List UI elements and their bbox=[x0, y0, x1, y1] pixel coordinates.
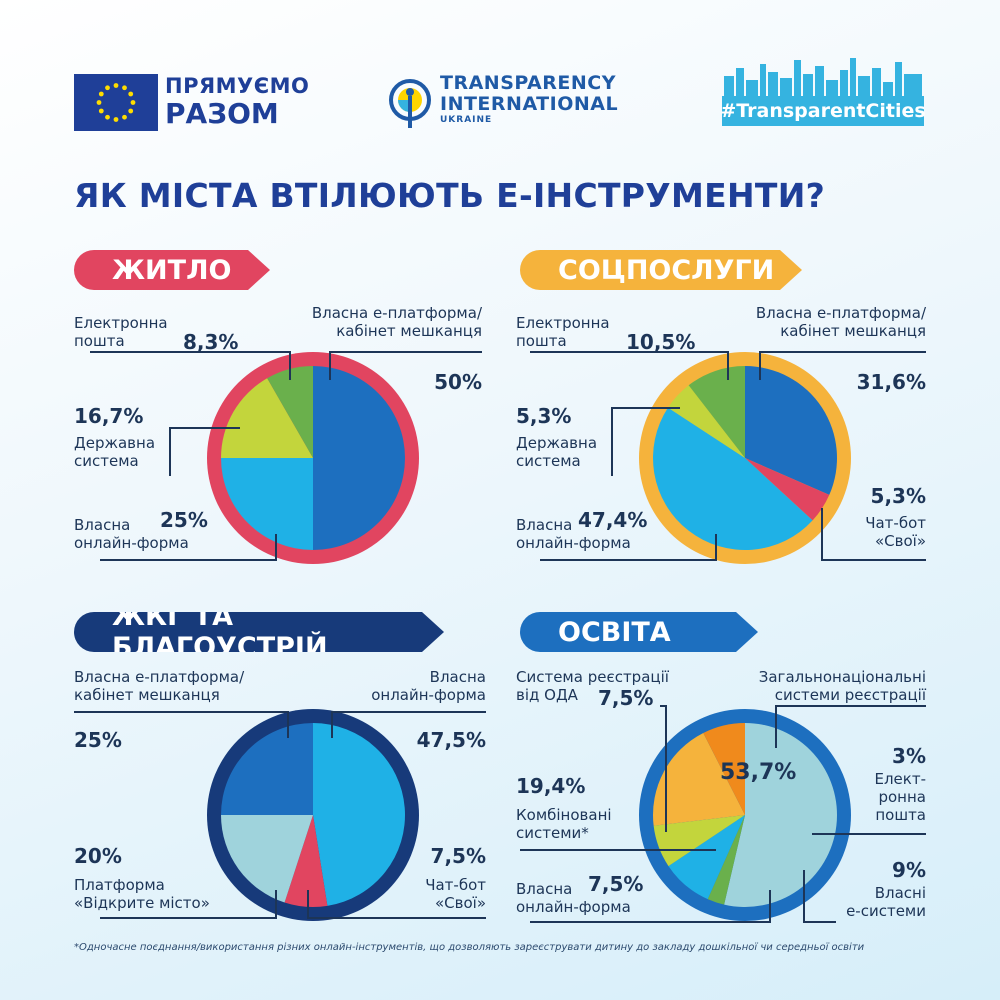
social-label-email: Електронна пошта bbox=[516, 314, 610, 350]
social-value-email: 10,5% bbox=[626, 330, 696, 354]
eu-star bbox=[113, 83, 119, 88]
utility-label-bot: Чат-бот «Свої» bbox=[425, 876, 486, 912]
social-label-bot: Чат-бот «Свої» bbox=[865, 514, 926, 550]
pie-slice-1-0 bbox=[745, 366, 837, 495]
pie-ring-0 bbox=[207, 352, 419, 564]
edu-label-oda: Система реєстрації від ОДА bbox=[516, 668, 669, 704]
housing-label-email: Електронна пошта bbox=[74, 314, 168, 350]
leader-line-6 bbox=[611, 407, 680, 476]
footnote: *Одночасне поєднання/використання різних… bbox=[74, 942, 865, 953]
eu-star bbox=[122, 85, 127, 91]
eu-star bbox=[96, 100, 102, 105]
leader-line-13 bbox=[660, 705, 667, 832]
edu-value-email: 3% bbox=[892, 744, 926, 768]
eu-star bbox=[130, 100, 136, 105]
ti-logo-line3: UKRAINE bbox=[440, 115, 493, 125]
leader-line-4 bbox=[530, 351, 729, 380]
pie-slice-2-1 bbox=[284, 815, 328, 907]
edu-label-esys: Власні е-системи bbox=[846, 884, 926, 920]
skyline-icon bbox=[722, 58, 924, 126]
pie-slice-1-2 bbox=[653, 407, 813, 550]
pie-slice-3-1 bbox=[707, 815, 745, 905]
housing-label-platform: Власна е-платформа/кабінет мешканця bbox=[311, 304, 482, 340]
housing-label-form: Власна онлайн-форма bbox=[74, 516, 189, 552]
eu-flag-logo bbox=[74, 74, 158, 131]
pie-slice-2-2 bbox=[221, 815, 313, 903]
pie-slice-0-3 bbox=[267, 366, 313, 458]
ti-logo-line2: INTERNATIONAL bbox=[440, 93, 619, 115]
utility-value-open: 20% bbox=[74, 844, 122, 868]
edu-label-form: Власна онлайн-форма bbox=[516, 880, 631, 916]
housing-value-state: 16,7% bbox=[74, 404, 144, 428]
pie-slice-1-1 bbox=[745, 458, 830, 521]
social-value-form: 47,4% bbox=[578, 508, 648, 532]
edu-value-combined: 19,4% bbox=[516, 774, 586, 798]
transparent-cities-label: #TransparentCities bbox=[720, 96, 926, 126]
eu-stars-icon bbox=[96, 83, 136, 122]
social-value-platform: 31,6% bbox=[856, 370, 926, 394]
housing-value-platform: 50% bbox=[434, 370, 482, 394]
eu-star bbox=[128, 91, 134, 97]
edu-label-combined: Комбіновані системи* bbox=[516, 806, 612, 842]
edu-value-national: 53,7% bbox=[720, 760, 797, 785]
social-label-state: Державна система bbox=[516, 434, 598, 470]
edu-value-form: 7,5% bbox=[588, 872, 644, 896]
eu-star bbox=[98, 91, 104, 97]
pie-slice-3-3 bbox=[653, 815, 745, 867]
eu-star bbox=[128, 108, 134, 114]
utility-label-platform: Власна е-платформа/кабінет мешканця bbox=[74, 668, 245, 704]
pie-slice-3-2 bbox=[668, 815, 745, 900]
edu-label-national: Загальнонаціональні системи реєстрації bbox=[758, 668, 926, 704]
leader-line-0 bbox=[90, 351, 291, 380]
pie-slice-2-3 bbox=[221, 723, 313, 815]
eu-star bbox=[105, 85, 110, 91]
housing-value-email: 8,3% bbox=[183, 330, 239, 354]
housing-label-state: Державна система bbox=[74, 434, 156, 470]
section-banner-social: СОЦПОСЛУГИ bbox=[520, 250, 802, 290]
pie-slice-1-4 bbox=[688, 366, 745, 458]
social-label-form: Власна онлайн-форма bbox=[516, 516, 631, 552]
pie-slice-3-0 bbox=[724, 723, 838, 907]
social-value-bot: 5,3% bbox=[870, 484, 926, 508]
leader-line-14 bbox=[775, 705, 926, 748]
utility-value-bot: 7,5% bbox=[430, 844, 486, 868]
utility-label-form: Власна онлайн-форма bbox=[371, 668, 486, 704]
edu-label-email: Елект-ронна пошта bbox=[874, 770, 926, 824]
ti-logo-text: TRANSPARENCY INTERNATIONAL UKRAINE bbox=[440, 74, 618, 125]
edu-value-oda: 7,5% bbox=[598, 686, 654, 710]
social-label-platform: Власна е-платформа/кабінет мешканця bbox=[755, 304, 926, 340]
pie-ring-1 bbox=[639, 352, 851, 564]
pie-ring-3 bbox=[639, 709, 851, 921]
section-banner-housing: ЖИТЛО bbox=[74, 250, 270, 290]
eu-logo-text: ПРЯМУЄМО РАЗОМ bbox=[165, 76, 309, 128]
eu-star bbox=[113, 117, 119, 122]
eu-star bbox=[98, 108, 104, 114]
eu-logo-line2: РАЗОМ bbox=[165, 97, 279, 130]
pie-slice-0-0 bbox=[313, 366, 405, 550]
ti-logo-icon bbox=[388, 72, 432, 132]
section-banner-utility: ЖКГ ТА БЛАГОУСТРІЙ bbox=[74, 612, 444, 652]
edu-value-esys: 9% bbox=[892, 858, 926, 882]
ti-logo-line1: TRANSPARENCY bbox=[440, 72, 616, 94]
social-value-state: 5,3% bbox=[516, 404, 572, 428]
page-title: ЯК МІСТА ВТІЛЮЮТЬ Е-ІНСТРУМЕНТИ? bbox=[74, 176, 826, 215]
utility-label-open: Платформа «Відкрите місто» bbox=[74, 876, 210, 912]
pie-slice-0-2 bbox=[221, 378, 313, 458]
utility-value-platform: 25% bbox=[74, 728, 122, 752]
eu-star bbox=[122, 114, 127, 120]
utility-value-form: 47,5% bbox=[416, 728, 486, 752]
pie-slice-0-1 bbox=[221, 458, 313, 550]
eu-star bbox=[105, 114, 110, 120]
housing-value-form: 25% bbox=[160, 508, 208, 532]
pie-slice-1-3 bbox=[667, 385, 745, 458]
eu-logo-line1: ПРЯМУЄМО bbox=[165, 74, 310, 98]
leader-line-2 bbox=[169, 427, 240, 476]
section-banner-education: ОСВІТА bbox=[520, 612, 758, 652]
